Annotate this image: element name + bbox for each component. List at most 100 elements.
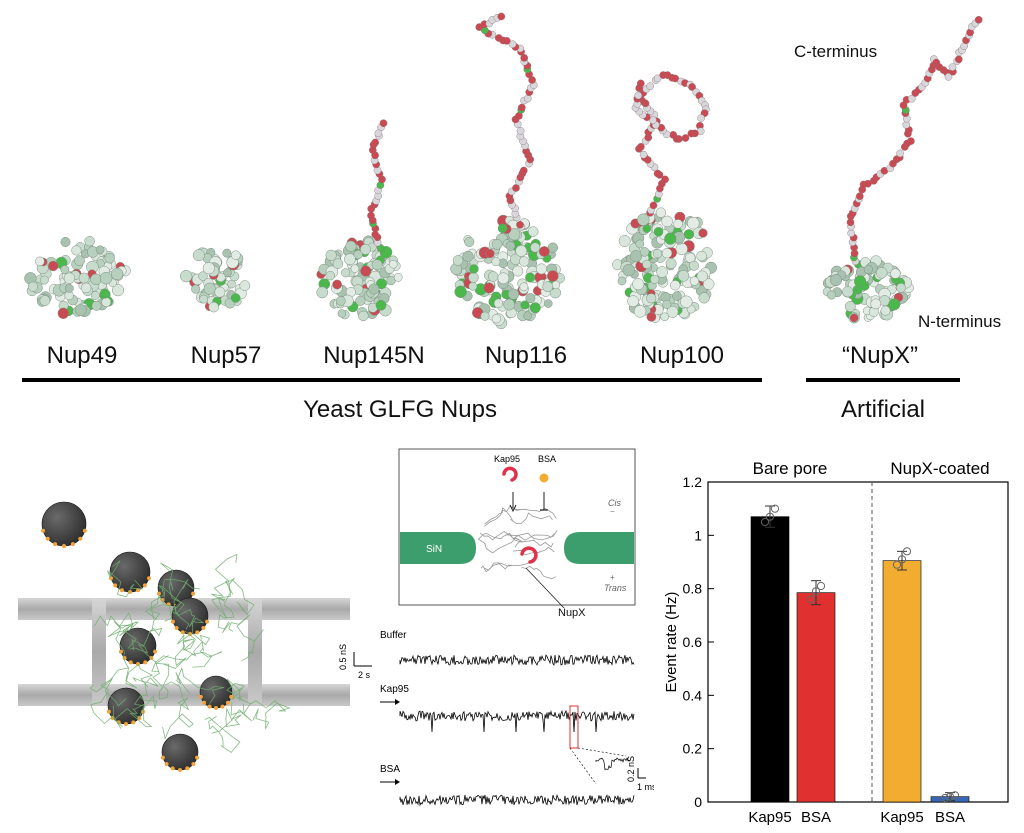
scale-x-label: 2 s — [358, 670, 371, 680]
event-inset-trace — [595, 757, 631, 771]
y-tick-label: 1.2 — [683, 474, 703, 490]
protein-structures — [24, 12, 983, 330]
nup57-structure — [180, 247, 251, 313]
nupx-chain-strand — [132, 611, 163, 651]
category-label: Kap95 — [748, 809, 791, 826]
kap95-in-pore — [520, 546, 538, 564]
zoom-line-1 — [569, 747, 597, 785]
event-zoom-box — [569, 705, 579, 749]
trans-sign: + — [610, 573, 615, 582]
kap95-particle — [170, 597, 210, 636]
nupx-chain-strand — [90, 677, 127, 728]
replicate-point — [902, 547, 912, 556]
nup57-label: Nup57 — [190, 342, 262, 369]
nupx-chain-strand — [228, 614, 264, 662]
schematic-nupx-strand — [484, 506, 514, 525]
nupx-chain — [846, 15, 983, 266]
kap95-trace — [399, 709, 635, 733]
yeast-group-label: Yeast GLFG Nups — [303, 396, 497, 423]
cis-label: Cis — [608, 498, 621, 508]
nupx-schematic-label: NupX — [558, 607, 586, 619]
buffer-trace — [399, 653, 635, 666]
n-terminus-label: N-terminus — [918, 312, 1002, 331]
nupx-chain-strand — [151, 655, 170, 700]
schematic-nupx-strand — [511, 507, 557, 519]
replicate-point — [806, 595, 816, 604]
nupx-chain-strand — [176, 633, 223, 658]
nupx-chain-strand — [163, 630, 196, 669]
nup145n-structure — [316, 235, 403, 322]
nup49-structure — [24, 236, 131, 319]
kap95-trace-arrowhead — [395, 699, 400, 705]
replicate-point — [811, 587, 821, 596]
nupx-chain-strand — [211, 701, 252, 734]
yeast-group-rule — [22, 378, 762, 382]
bar-1 — [796, 592, 836, 803]
nupx-chain-strand — [162, 681, 194, 740]
y-tick-label: 0 — [694, 794, 702, 810]
kap95-label: Kap95 — [494, 454, 520, 464]
cis-sign: − — [610, 507, 615, 516]
bsa-trace-arrowhead — [395, 779, 400, 785]
artificial-group-label: Artificial — [840, 396, 925, 423]
nup145n-chain — [367, 119, 388, 252]
nupx-pointer — [525, 567, 565, 608]
nupx-label: “NupX” — [841, 342, 919, 369]
nupx-chain-strand — [107, 560, 144, 598]
inset-scale-y-label: 0.2 nS — [626, 756, 636, 782]
pore-simulation — [18, 501, 350, 772]
schematic-nupx-strand — [480, 562, 512, 573]
y-tick-label: 0.6 — [683, 634, 703, 650]
current-traces: 0.5 nS 2 s Buffer Kap95 BSA 0.2 nS 1 ms — [338, 630, 654, 807]
bar-2 — [882, 560, 922, 803]
replicate-point — [770, 504, 780, 513]
schematic-nupx-strand — [514, 530, 558, 541]
y-tick-label: 0.8 — [683, 581, 703, 597]
bsa-trace — [399, 794, 635, 807]
replicate-point — [950, 791, 960, 800]
nup100-label: Nup100 — [639, 342, 725, 369]
y-axis-label: Event rate (Hz) — [663, 592, 680, 693]
kap95-particle — [198, 675, 234, 710]
nupx-chain-strand — [160, 562, 182, 617]
pore-wall-right — [248, 598, 262, 706]
nup100-structure — [612, 207, 717, 323]
category-label: BSA — [935, 809, 965, 826]
kap95-particle — [109, 551, 151, 594]
bsa-molecule-icon — [539, 473, 549, 483]
replicate-point — [760, 517, 770, 527]
nup116-label: Nup116 — [484, 342, 568, 369]
nupx-chain-strand — [145, 579, 189, 620]
artificial-group-rule — [806, 378, 960, 382]
replicate-point — [940, 793, 950, 803]
schematic-nupx-strand — [479, 531, 523, 543]
category-label: Kap95 — [880, 809, 923, 826]
nupx-chain-strand — [211, 577, 255, 616]
event-rate-chart: Bare pore NupX-coated Event rate (Hz) 0 0… — [663, 459, 1009, 826]
nupx-chain-strand — [177, 608, 211, 646]
trans-label: Trans — [604, 583, 627, 593]
sin-right — [564, 532, 634, 564]
nupx-chain-strand — [114, 677, 159, 729]
scale-y-label: 0.5 nS — [338, 644, 348, 670]
y-tick-label: 1 — [694, 527, 702, 543]
sin-label: SiN — [426, 544, 442, 555]
nupx-structure — [822, 255, 914, 324]
schematic-nupx-strand — [505, 533, 555, 541]
buffer-label: Buffer — [380, 630, 407, 641]
bsa-trace-label: BSA — [380, 764, 400, 775]
nupx-chain-strand — [175, 666, 225, 704]
nupx-chain-strand — [129, 695, 157, 727]
y-tick-label: 0.4 — [683, 687, 703, 703]
group-label-coated: NupX-coated — [890, 459, 989, 478]
nupx-chain-strand — [217, 580, 235, 634]
schematic-nupx-strand — [514, 539, 554, 548]
kap95-trace-label: Kap95 — [380, 684, 409, 695]
nupx-chain-strand — [249, 700, 291, 729]
schematic-nupx-strand — [521, 565, 556, 580]
nupx-chain-strand — [204, 715, 241, 754]
group-label-bare: Bare pore — [753, 459, 828, 478]
nup116-structure — [450, 214, 565, 330]
nup49-label: Nup49 — [46, 342, 118, 369]
replicate-point — [892, 560, 902, 569]
